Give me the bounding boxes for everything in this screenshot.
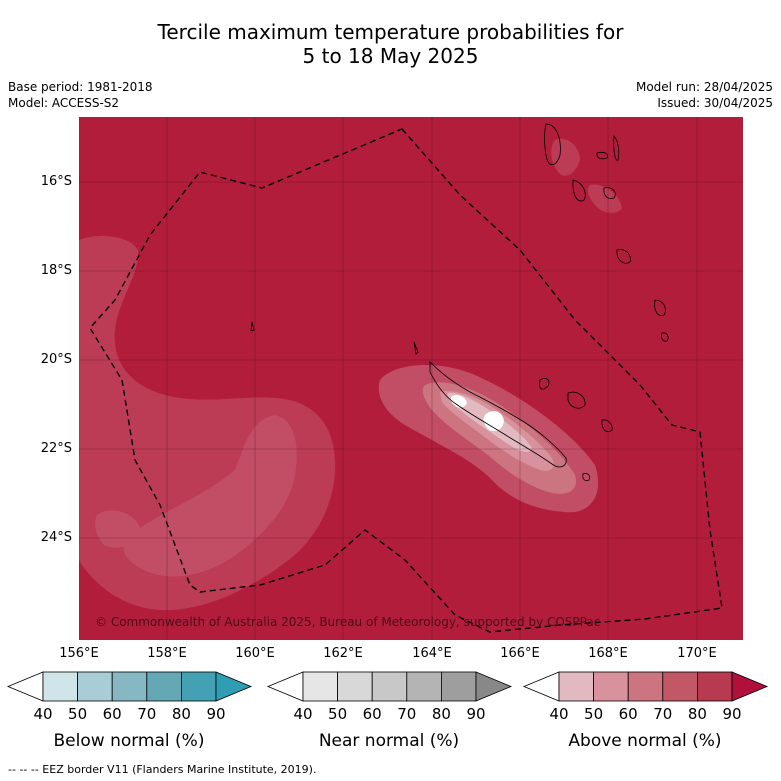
eez-border bbox=[89, 128, 723, 633]
loyalty-islands-ouvea bbox=[539, 378, 550, 390]
map-title-line2: 5 to 18 May 2025 bbox=[302, 44, 479, 68]
new-caledonia-island bbox=[429, 361, 567, 468]
lon-label: 164°E bbox=[412, 646, 452, 661]
colorbar-tick-label: 80 bbox=[687, 705, 707, 723]
lon-label: 160°E bbox=[235, 646, 275, 661]
map-title-line1: Tercile maximum temperature probabilitie… bbox=[157, 20, 624, 44]
colorbar-tick-label: 60 bbox=[618, 705, 638, 723]
lat-label: 16°S bbox=[40, 174, 72, 189]
contour-nc-white-a bbox=[450, 394, 467, 408]
vanuatu-espiritu-santo bbox=[544, 123, 561, 166]
eez-legend: -- -- -- EEZ border V11 (Flanders Marine… bbox=[8, 763, 317, 776]
land-outlines bbox=[250, 123, 669, 482]
lon-label: 166°E bbox=[500, 646, 540, 661]
loyalty-islands-mare bbox=[601, 419, 613, 433]
contour-west-80b bbox=[95, 510, 140, 548]
belep-islands bbox=[413, 341, 419, 355]
lon-label: 168°E bbox=[588, 646, 628, 661]
colorbar-tick-label: 90 bbox=[466, 705, 486, 723]
lat-label: 22°S bbox=[40, 441, 72, 456]
vanuatu-efate bbox=[603, 187, 616, 199]
colorbar-tick-label: 70 bbox=[137, 705, 157, 723]
matthew-hunter bbox=[660, 332, 669, 342]
vanuatu-malekula bbox=[572, 179, 586, 202]
vanuatu-tanna bbox=[654, 299, 666, 317]
colorbar-below-label: Below normal (%) bbox=[53, 731, 205, 751]
colorbar-tick-label: 90 bbox=[722, 705, 742, 723]
contour-west-80 bbox=[123, 415, 297, 577]
model-name: Model: ACCESS-S2 bbox=[8, 96, 120, 110]
lon-label: 170°E bbox=[677, 646, 717, 661]
issued-date: Issued: 30/04/2025 bbox=[657, 96, 773, 110]
contour-vanuatu-70 bbox=[551, 138, 580, 176]
colorbar-tick-label: 70 bbox=[397, 705, 417, 723]
colorbar-tick-label: 80 bbox=[431, 705, 451, 723]
model-run-date: Model run: 28/04/2025 bbox=[635, 80, 773, 94]
vanuatu-ambae bbox=[596, 151, 609, 160]
loyalty-islands-lifou bbox=[567, 391, 586, 409]
colorbar-tick-label: 50 bbox=[68, 705, 88, 723]
probability-contours bbox=[79, 138, 622, 611]
lon-label: 162°E bbox=[323, 646, 363, 661]
colorbar-tick-label: 40 bbox=[549, 705, 569, 723]
base-period: Base period: 1981-2018 bbox=[8, 80, 153, 94]
lon-label: 156°E bbox=[59, 646, 99, 661]
colorbar-tick-label: 60 bbox=[362, 705, 382, 723]
contour-nc-white-b bbox=[483, 411, 504, 432]
colorbar-tick-label: 60 bbox=[102, 705, 122, 723]
lat-label: 24°S bbox=[40, 530, 72, 545]
copyright-text: © Commonwealth of Australia 2025, Bureau… bbox=[95, 615, 600, 629]
colorbar-tick-label: 70 bbox=[653, 705, 673, 723]
colorbar-tick-label: 40 bbox=[33, 705, 53, 723]
graticule bbox=[79, 117, 743, 640]
chesterfield-islet bbox=[250, 321, 255, 332]
colorbar-above-label: Above normal (%) bbox=[568, 731, 722, 751]
contour-vanuatu-70b bbox=[587, 184, 622, 213]
colorbar-tick-label: 40 bbox=[293, 705, 313, 723]
lat-label: 18°S bbox=[40, 263, 72, 278]
colorbar-tick-label: 90 bbox=[206, 705, 226, 723]
colorbar-tick-label: 80 bbox=[171, 705, 191, 723]
isle-of-pines bbox=[582, 473, 591, 482]
colorbar-tick-label: 50 bbox=[584, 705, 604, 723]
vanuatu-erromango bbox=[616, 249, 631, 264]
colorbar-near-label: Near normal (%) bbox=[318, 731, 460, 751]
lon-label: 158°E bbox=[147, 646, 187, 661]
lat-label: 20°S bbox=[40, 352, 72, 367]
vanuatu-pentecost bbox=[613, 135, 620, 161]
colorbar-tick-label: 50 bbox=[328, 705, 348, 723]
